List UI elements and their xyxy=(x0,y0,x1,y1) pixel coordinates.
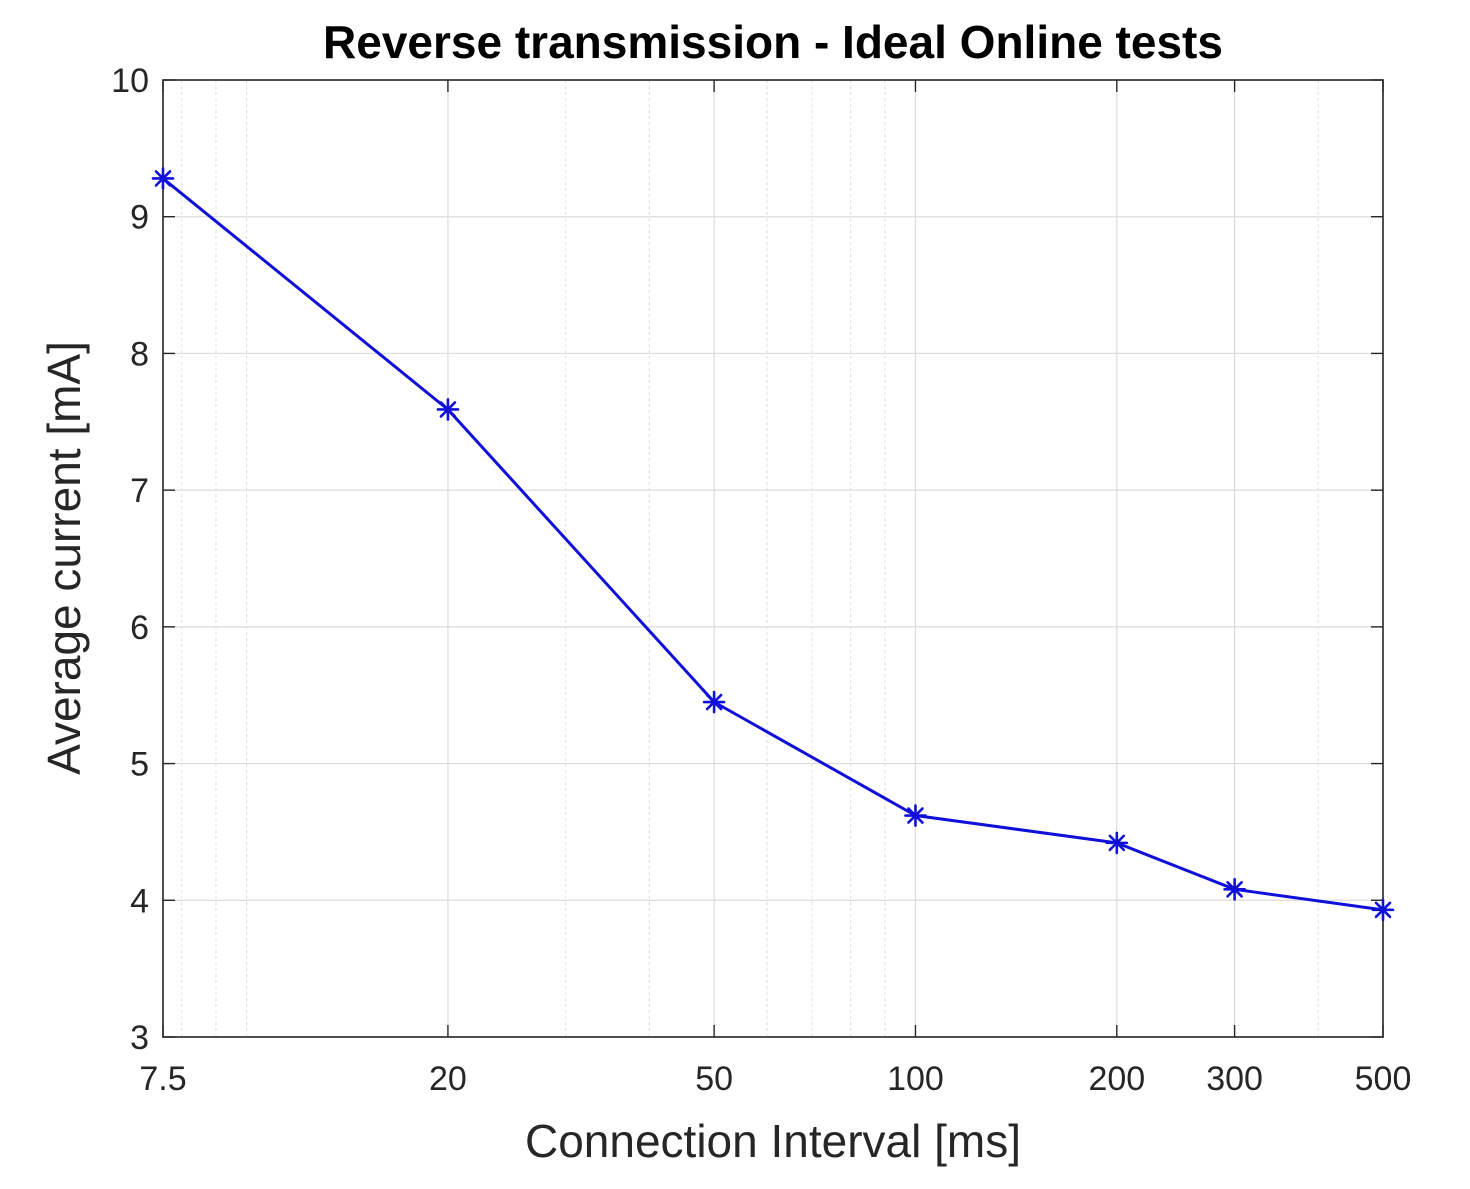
tick-labels: 7.5 20 50 100 200 300 500 3 4 5 6 7 8 9 10 xyxy=(111,62,1411,1098)
y-tick-label: 7 xyxy=(130,472,149,510)
y-tick-label: 3 xyxy=(130,1019,149,1057)
y-tick-label: 4 xyxy=(130,882,149,920)
x-tick-label: 500 xyxy=(1355,1060,1412,1098)
data-point-marker xyxy=(1223,878,1246,901)
y-axis-label: Average current [mA] xyxy=(38,341,90,775)
y-tick-label: 9 xyxy=(130,199,149,237)
x-tick-label: 100 xyxy=(887,1060,944,1098)
x-tick-label: 50 xyxy=(695,1060,733,1098)
data-point-marker xyxy=(1371,898,1395,922)
y-tick-label: 5 xyxy=(130,746,149,784)
data-point-marker xyxy=(436,398,460,421)
series-line xyxy=(162,177,1384,912)
data-point-marker xyxy=(702,690,726,714)
x-tick-label: 200 xyxy=(1088,1060,1145,1098)
chart-title: Reverse transmission - Ideal Online test… xyxy=(323,16,1223,68)
data-point-marker xyxy=(904,804,927,827)
y-tick-label: 10 xyxy=(111,62,149,100)
y-tick-label: 8 xyxy=(130,335,149,373)
y-tick-label: 6 xyxy=(130,609,149,647)
x-tick-label: 300 xyxy=(1206,1060,1263,1098)
plot-axes xyxy=(162,79,1384,1038)
series-layer xyxy=(151,167,1395,922)
grid-lines xyxy=(162,79,1384,1038)
data-point-marker xyxy=(151,167,175,190)
x-tick-label: 7.5 xyxy=(139,1060,186,1098)
plot-frame xyxy=(162,79,1384,1038)
data-point-marker xyxy=(1105,831,1129,855)
x-axis-label: Connection Interval [ms] xyxy=(525,1115,1021,1167)
x-tick-label: 20 xyxy=(429,1060,467,1098)
